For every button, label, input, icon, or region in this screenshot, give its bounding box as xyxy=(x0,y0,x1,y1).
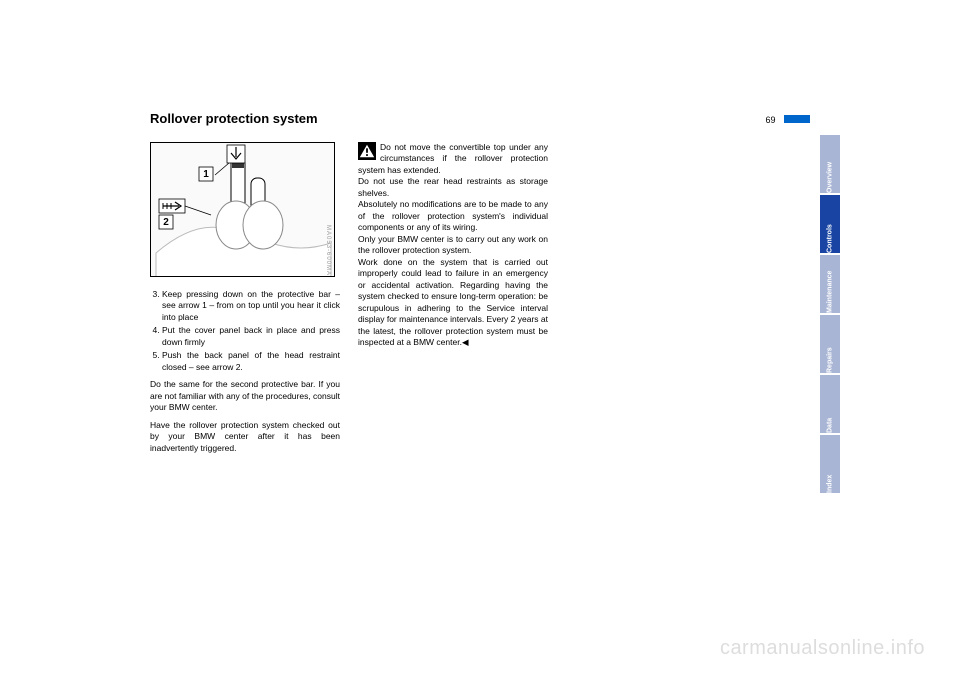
tab-label: Index xyxy=(827,475,834,493)
page-number-block: 69 xyxy=(766,110,810,128)
columns: 1 2 MA053-600MA Kee xyxy=(150,142,810,460)
tab-maintenance[interactable]: Maintenance xyxy=(820,255,840,313)
page-number: 69 xyxy=(766,115,776,125)
paragraph: Have the rollover protection system chec… xyxy=(150,420,340,454)
figure-svg: 1 2 xyxy=(151,143,335,277)
tab-label: Repairs xyxy=(827,347,834,373)
watermark: carmanualsonline.info xyxy=(720,637,925,660)
tab-label: Data xyxy=(827,418,834,433)
tab-label: Overview xyxy=(827,162,834,193)
instruction-list: Keep pressing down on the protective bar… xyxy=(150,289,340,373)
warning-text: Do not move the convertible top under an… xyxy=(358,142,548,347)
column-3 xyxy=(566,142,756,460)
warning-icon xyxy=(358,142,376,160)
tab-label: Controls xyxy=(827,224,834,253)
instruction-item: Put the cover panel back in place and pr… xyxy=(162,325,340,348)
tab-overview[interactable]: Overview xyxy=(820,135,840,193)
tab-index[interactable]: Index xyxy=(820,435,840,493)
tab-data[interactable]: Data xyxy=(820,375,840,433)
warning-block: Do not move the convertible top under an… xyxy=(358,142,548,348)
page-title: Rollover protection system xyxy=(150,111,766,126)
figure-label-1: 1 xyxy=(203,169,209,180)
column-1: 1 2 MA053-600MA Kee xyxy=(150,142,340,460)
column-2: Do not move the convertible top under an… xyxy=(358,142,548,460)
figure-label-2: 2 xyxy=(163,217,169,228)
tab-label: Maintenance xyxy=(827,271,834,313)
tab-controls[interactable]: Controls xyxy=(820,195,840,253)
tab-repairs[interactable]: Repairs xyxy=(820,315,840,373)
title-row: Rollover protection system 69 xyxy=(150,110,810,128)
side-tabs: Overview Controls Maintenance Repairs Da… xyxy=(820,135,840,495)
instruction-item: Push the back panel of the head restrain… xyxy=(162,350,340,373)
paragraph: Do the same for the second protective ba… xyxy=(150,379,340,413)
instruction-item: Keep pressing down on the protective bar… xyxy=(162,289,340,323)
figure-credit: MA053-600MA xyxy=(324,225,332,276)
page-marker-bar xyxy=(784,115,810,123)
page-content: Rollover protection system 69 xyxy=(150,110,810,610)
figure-rollover: 1 2 MA053-600MA xyxy=(150,142,335,277)
